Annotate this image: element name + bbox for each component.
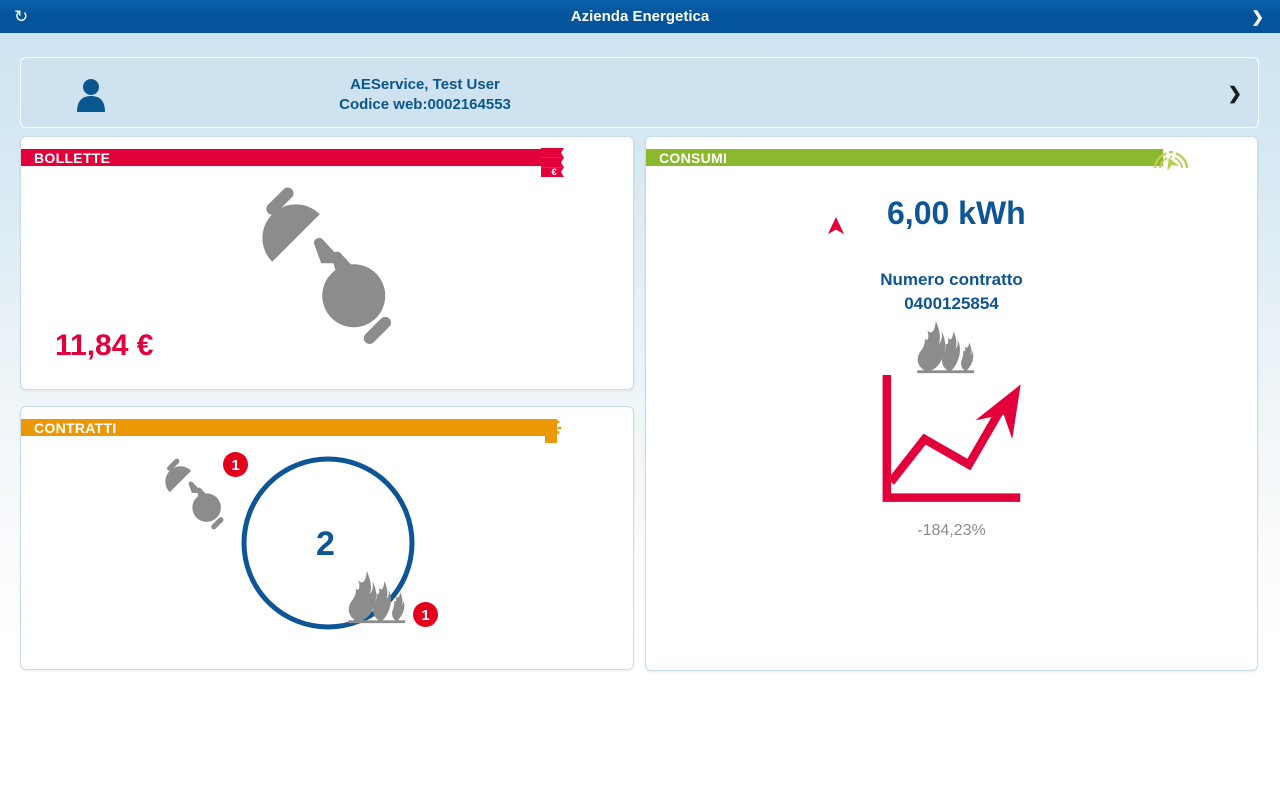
svg-text:€: € [551,167,557,177]
svg-text:1: 1 [421,607,429,624]
svg-text:1: 1 [231,457,239,474]
